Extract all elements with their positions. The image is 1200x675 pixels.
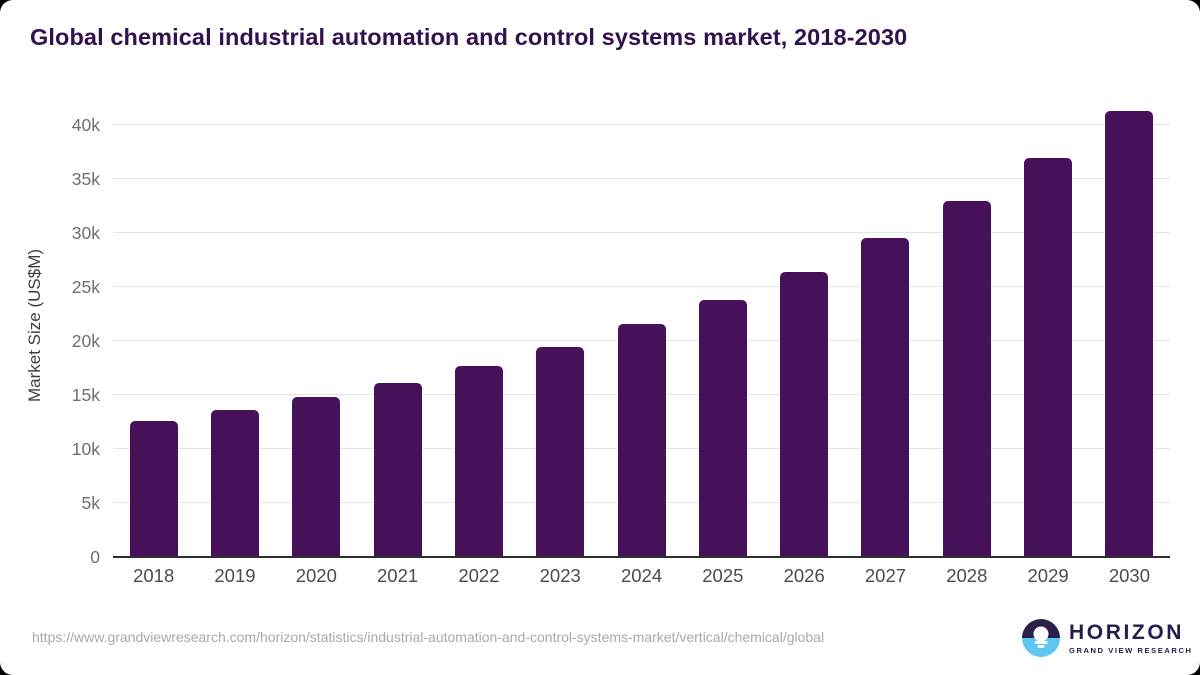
x-tick-2018: 2018 <box>133 565 175 586</box>
bar-slot-2021 <box>357 93 438 557</box>
x-axis-tick-labels: 2018 2019 2020 2021 2022 2023 2024 2025 2026 2027… <box>113 565 1170 587</box>
x-tick-2023: 2023 <box>539 565 581 586</box>
bar-2027[interactable] <box>861 238 910 557</box>
y-tick-10k: 10k <box>71 439 100 460</box>
bar-slot-2019 <box>194 93 275 557</box>
bar-2020[interactable] <box>292 397 341 557</box>
horizon-logo: HORIZON GRAND VIEW RESEARCH <box>1022 619 1193 657</box>
source-url: https://www.grandviewresearch.com/horizo… <box>32 629 825 645</box>
bar-2028[interactable] <box>942 200 991 557</box>
y-tick-40k: 40k <box>71 115 100 136</box>
x-tick-2029: 2029 <box>1027 565 1069 586</box>
y-tick-15k: 15k <box>71 385 100 406</box>
y-tick-35k: 35k <box>71 169 100 190</box>
bar-2025[interactable] <box>698 300 747 557</box>
bar-2030[interactable] <box>1105 111 1154 557</box>
plot-area <box>113 93 1170 558</box>
bar-2029[interactable] <box>1024 158 1073 557</box>
x-tick-2026: 2026 <box>783 565 825 586</box>
icon-sun <box>1033 626 1049 642</box>
bar-2024[interactable] <box>617 324 666 557</box>
logo-text: HORIZON GRAND VIEW RESEARCH <box>1069 620 1193 655</box>
y-axis-tick-labels: 0 5k 10k 15k 20k 25k 30k 35k 40k <box>0 93 100 567</box>
y-tick-30k: 30k <box>71 223 100 244</box>
logo-brand-name: HORIZON <box>1069 620 1185 644</box>
bar-slot-2020 <box>276 93 357 557</box>
icon-reflection-dash <box>1034 640 1048 645</box>
y-tick-20k: 20k <box>71 331 100 352</box>
x-tick-2030: 2030 <box>1108 565 1150 586</box>
bar-2018[interactable] <box>129 421 178 557</box>
bar-slot-2023 <box>520 93 601 557</box>
gridline-30k <box>113 232 1170 234</box>
x-tick-2025: 2025 <box>702 565 744 586</box>
x-tick-2028: 2028 <box>946 565 988 586</box>
gridline-35k <box>113 178 1170 180</box>
bar-2023[interactable] <box>536 347 585 557</box>
bar-2026[interactable] <box>780 271 829 557</box>
x-tick-2024: 2024 <box>620 565 663 586</box>
gridline-40k <box>113 124 1170 126</box>
y-tick-25k: 25k <box>71 277 100 298</box>
gridline-25k <box>113 286 1170 288</box>
y-tick-5k: 5k <box>81 493 100 514</box>
horizon-sunset-icon <box>1022 619 1060 657</box>
chart-title: Global chemical industrial automation an… <box>30 24 908 50</box>
bar-slot-2022 <box>438 93 519 557</box>
bar-slot-2027 <box>845 93 926 557</box>
x-tick-2027: 2027 <box>864 565 907 586</box>
x-tick-2022: 2022 <box>458 565 500 586</box>
y-tick-0: 0 <box>90 547 100 567</box>
x-tick-2020: 2020 <box>295 565 337 586</box>
logo-sub-brand: GRAND VIEW RESEARCH <box>1069 645 1193 655</box>
bar-slot-2024 <box>601 93 682 557</box>
bar-series <box>113 93 1170 557</box>
bar-2022[interactable] <box>454 366 503 557</box>
bar-slot-2026 <box>764 93 845 557</box>
bar-2019[interactable] <box>210 409 259 557</box>
bar-slot-2025 <box>682 93 763 557</box>
x-tick-2021: 2021 <box>377 565 419 586</box>
bar-2021[interactable] <box>373 383 422 557</box>
bar-slot-2029 <box>1007 93 1088 557</box>
bar-slot-2018 <box>113 93 194 557</box>
bar-slot-2028 <box>926 93 1007 557</box>
icon-reflection-dash <box>1037 644 1045 648</box>
x-tick-2019: 2019 <box>214 565 256 586</box>
x-axis-line <box>113 556 1170 558</box>
bar-slot-2030 <box>1089 93 1170 557</box>
